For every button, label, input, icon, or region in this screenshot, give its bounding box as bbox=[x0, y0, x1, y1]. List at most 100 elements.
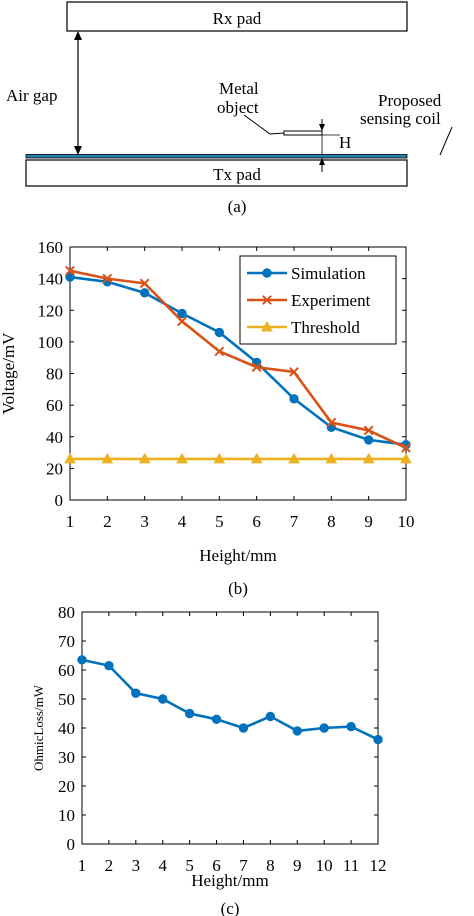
chart-c-point bbox=[211, 714, 222, 724]
air-gap-arrowhead-top bbox=[74, 31, 82, 40]
chart-c-ytick-label: 30 bbox=[58, 748, 75, 767]
chart-b-point-shape bbox=[213, 452, 226, 464]
chart-b-point bbox=[101, 452, 114, 464]
chart-b-xtick-label: 3 bbox=[140, 512, 149, 531]
chart-b-point bbox=[177, 308, 187, 319]
chart-c-xtick-label: 12 bbox=[370, 856, 387, 875]
legend-b-marker bbox=[262, 268, 272, 278]
chart-c-xtick-label: 1 bbox=[78, 856, 87, 875]
chart-b-point-shape bbox=[288, 452, 300, 464]
legend-b-marker bbox=[261, 320, 273, 332]
chart-c-caption: (c) bbox=[221, 899, 240, 916]
air-gap-label: Air gap bbox=[6, 86, 57, 105]
chart-b-point bbox=[64, 452, 76, 464]
chart-c-point bbox=[77, 655, 87, 665]
chart-b-point-shape bbox=[325, 452, 338, 464]
rx-pad bbox=[66, 1, 408, 32]
chart-b-point-stroke2 bbox=[289, 367, 299, 377]
chart-c-point bbox=[319, 723, 329, 733]
chart-c-point-shape bbox=[319, 723, 329, 733]
tx-pad bbox=[25, 159, 408, 187]
legend-b-label: Experiment bbox=[291, 291, 371, 310]
chart-b-point bbox=[326, 417, 337, 428]
chart-c-xtick-label: 11 bbox=[343, 856, 359, 875]
chart-b-point-stroke2 bbox=[65, 265, 75, 276]
chart-c-point bbox=[131, 688, 141, 698]
chart-c-ytick-label: 0 bbox=[67, 835, 76, 854]
chart-b-point bbox=[139, 288, 150, 298]
chart-c-point bbox=[238, 723, 249, 733]
chart-b-point bbox=[362, 452, 375, 464]
chart-c-point bbox=[265, 711, 276, 722]
chart-c-point-shape bbox=[292, 726, 302, 736]
legend-b-marker-shape bbox=[261, 320, 273, 332]
chart-c-ytick-label: 20 bbox=[58, 777, 75, 796]
chart-b-point bbox=[213, 452, 226, 464]
chart-c-point-shape bbox=[265, 711, 276, 722]
chart-c-point-shape bbox=[211, 714, 222, 724]
chart-b-xtick-label: 1 bbox=[66, 512, 75, 531]
air-gap-arrowhead-bottom bbox=[74, 146, 82, 155]
chart-b-ytick-label: 80 bbox=[46, 365, 63, 384]
chart-b-point-shape bbox=[65, 272, 75, 282]
chart-b-point bbox=[363, 435, 374, 445]
chart-b-point bbox=[102, 273, 113, 284]
chart-c-ylabel: OhmicLoss/mW bbox=[31, 684, 46, 771]
chart-b-caption: (b) bbox=[228, 579, 248, 598]
chart-b-point bbox=[251, 362, 262, 373]
chart-c-point-shape bbox=[104, 660, 114, 671]
chart-c-xtick-label: 5 bbox=[185, 856, 194, 875]
chart-b-point-shape bbox=[64, 452, 76, 464]
tx-pad-label: Tx pad bbox=[213, 165, 261, 184]
chart-b-xtick-label: 8 bbox=[327, 512, 336, 531]
coil-leader bbox=[439, 126, 453, 156]
chart-b-point-stroke2 bbox=[401, 442, 411, 453]
chart-b-ytick-label: 160 bbox=[38, 238, 64, 257]
chart-b-point-shape bbox=[138, 452, 151, 464]
chart-b-ytick-label: 120 bbox=[38, 301, 64, 320]
chart-b-point bbox=[139, 278, 150, 289]
chart-c-point bbox=[373, 734, 383, 745]
chart-c-ytick-label: 50 bbox=[58, 690, 75, 709]
chart-b-xtick-label: 9 bbox=[364, 512, 373, 531]
chart-b-point-stroke2 bbox=[251, 362, 262, 373]
chart-b-point bbox=[289, 394, 299, 404]
chart-b-xtick-label: 5 bbox=[215, 512, 224, 531]
chart-b-point bbox=[214, 346, 225, 357]
chart-b-ytick-label: 20 bbox=[46, 459, 63, 478]
chart-b-xtick-label: 4 bbox=[178, 512, 187, 531]
legend-b-marker-shape bbox=[262, 268, 272, 278]
chart-b-point-shape bbox=[139, 288, 150, 298]
chart-c-xtick-label: 6 bbox=[212, 856, 221, 875]
chart-b-point-shape bbox=[214, 327, 225, 338]
chart-c-point-shape bbox=[184, 708, 195, 719]
chart-b-xtick-label: 6 bbox=[252, 512, 261, 531]
chart-c-point bbox=[158, 694, 168, 704]
h-arrowhead-top bbox=[319, 124, 325, 131]
chart-c-ytick-label: 10 bbox=[58, 806, 75, 825]
chart-c-ytick-label: 60 bbox=[58, 661, 75, 680]
chart-c: 1 2 3 4 5 6 7 8 9 10 11 1201020304050607080Height/m… bbox=[31, 603, 387, 916]
chart-b-point bbox=[325, 452, 338, 464]
chart-c-point bbox=[184, 708, 195, 719]
chart-b-point-shape bbox=[176, 452, 188, 464]
chart-b-point-stroke2 bbox=[102, 273, 113, 284]
chart-c-point bbox=[346, 721, 356, 732]
legend-b-marker bbox=[262, 295, 272, 305]
chart-b-point-stroke2 bbox=[214, 346, 225, 357]
chart-b-point-shape bbox=[101, 452, 114, 464]
metal-object-leader bbox=[243, 114, 285, 135]
caption-a: (a) bbox=[228, 197, 247, 216]
chart-b-ytick-label: 60 bbox=[46, 396, 63, 415]
chart-c-point-shape bbox=[346, 721, 356, 732]
chart-b-point bbox=[138, 452, 151, 464]
chart-b-series-line-1 bbox=[69, 269, 407, 449]
chart-b-point bbox=[363, 425, 374, 436]
chart-c-point-shape bbox=[77, 655, 87, 665]
chart-c-xtick-label: 3 bbox=[132, 856, 141, 875]
metal-label-line2: object bbox=[217, 98, 259, 117]
chart-b-xtick-label: 10 bbox=[398, 512, 415, 531]
chart-c-xtick-label: 7 bbox=[239, 856, 248, 875]
sensing-coil bbox=[25, 154, 408, 159]
rx-pad-label: Rx pad bbox=[213, 9, 262, 28]
